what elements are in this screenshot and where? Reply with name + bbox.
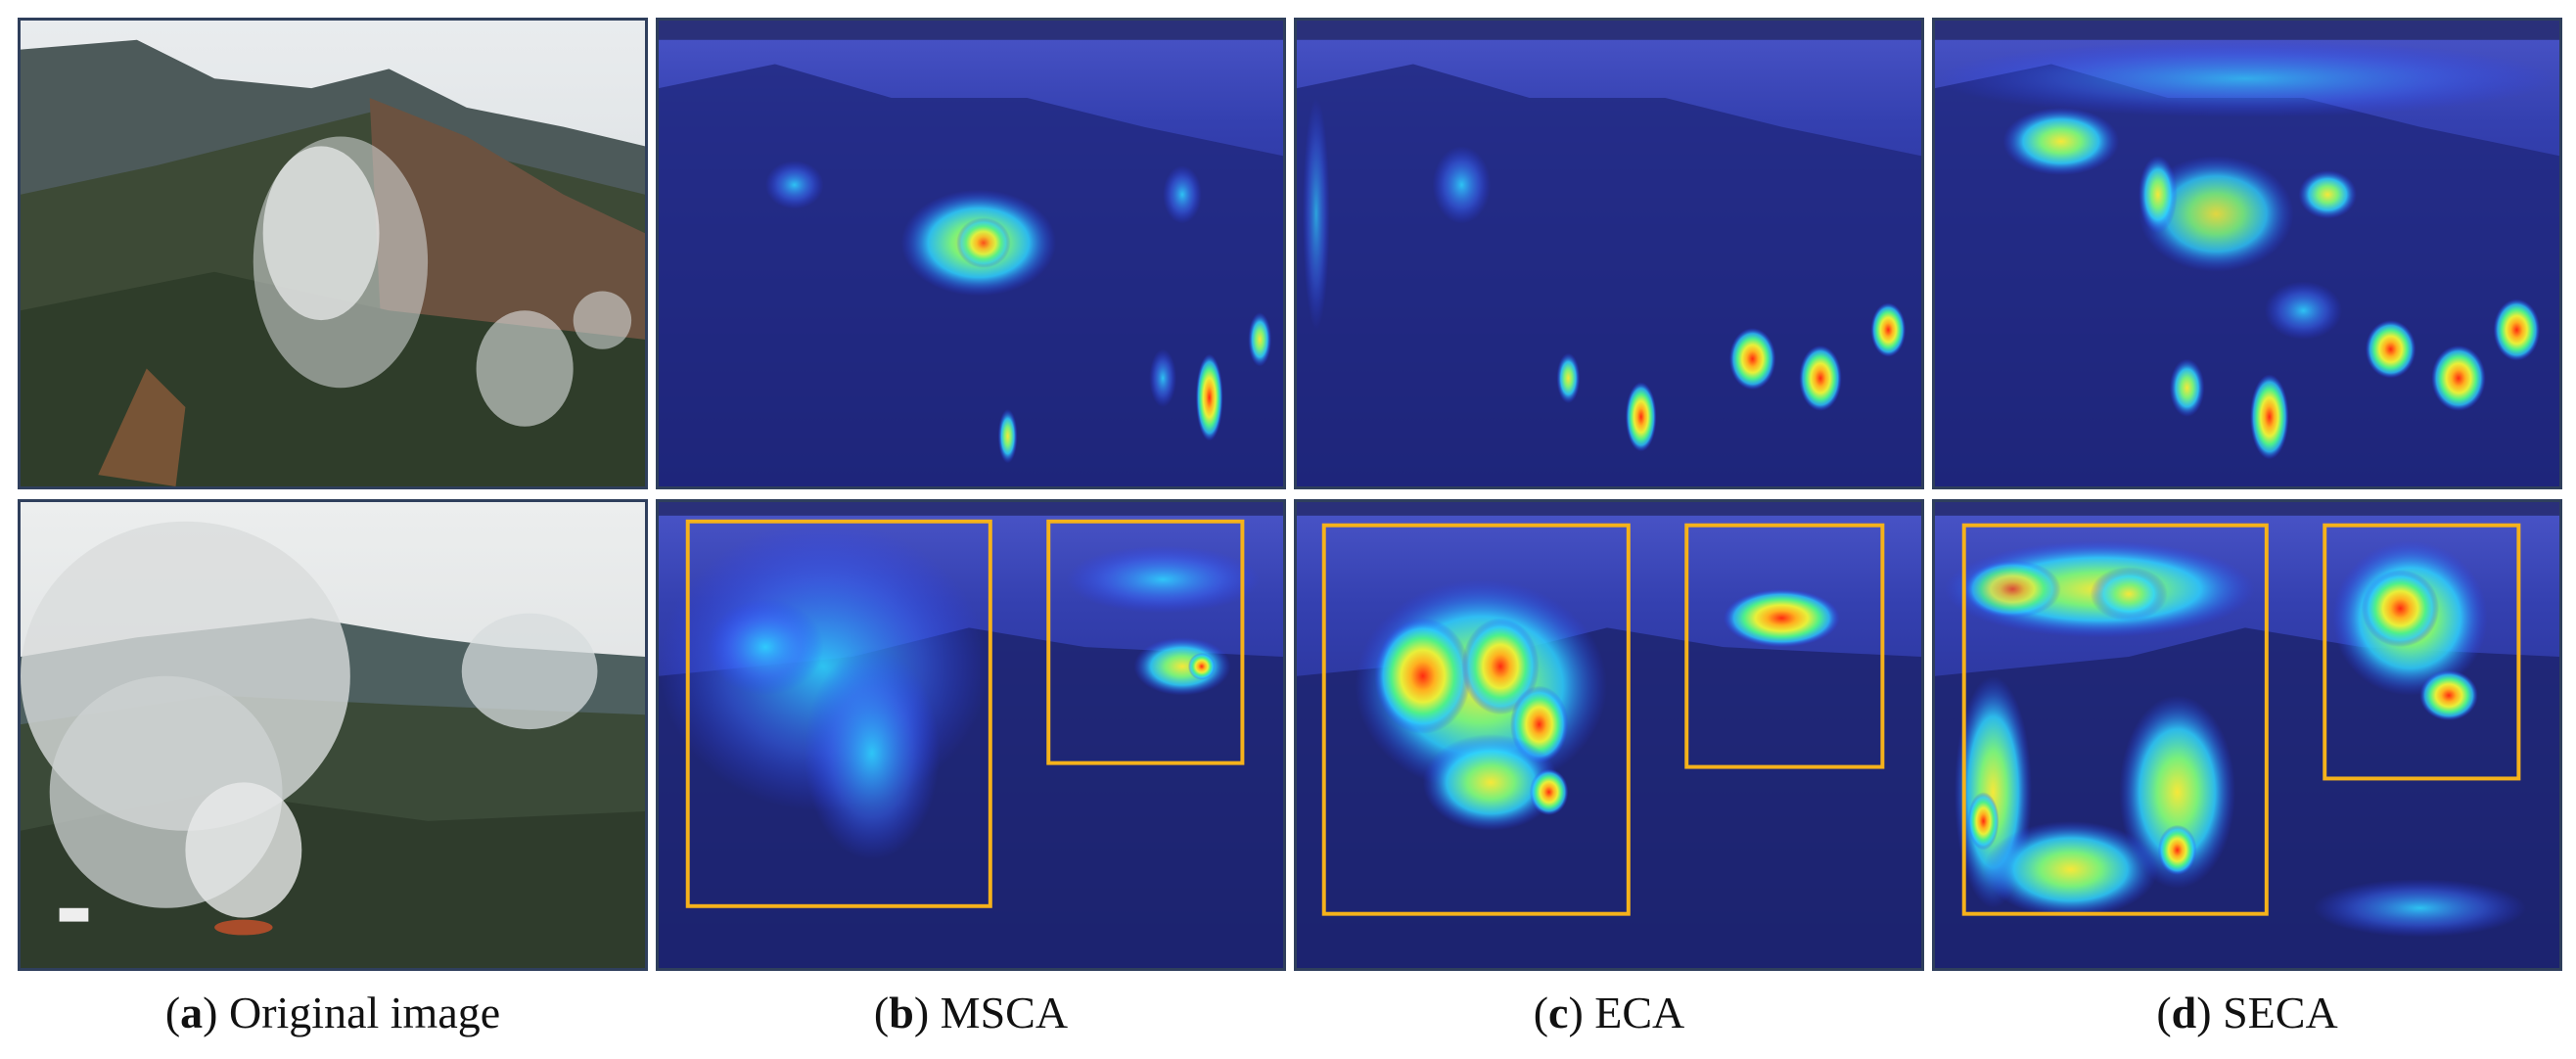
detection-box bbox=[685, 519, 992, 908]
caption-text: ECA bbox=[1594, 988, 1685, 1037]
detection-box bbox=[1684, 523, 1885, 769]
caption-letter: d bbox=[2171, 988, 2197, 1037]
caption-text: MSCA bbox=[940, 988, 1069, 1037]
caption-d: (d) SECA bbox=[2156, 988, 2338, 1037]
heatmap-eca-row2 bbox=[1294, 499, 1924, 971]
caption-text: SECA bbox=[2223, 988, 2338, 1037]
heatmap-msca-row2 bbox=[656, 499, 1286, 971]
detection-box bbox=[1961, 523, 2269, 916]
caption-letter: a bbox=[180, 988, 204, 1037]
caption-text: Original image bbox=[228, 988, 501, 1037]
caption-letter: c bbox=[1548, 988, 1569, 1037]
detection-box bbox=[2323, 523, 2521, 781]
heatmap-eca-row1 bbox=[1294, 18, 1924, 489]
caption-letter: b bbox=[889, 988, 914, 1037]
caption-c: (c) ECA bbox=[1533, 988, 1685, 1037]
detection-box bbox=[1046, 519, 1245, 765]
original-image-row2 bbox=[18, 499, 648, 971]
caption-a: (a) Original image bbox=[164, 988, 501, 1037]
caption-b: (b) MSCA bbox=[873, 988, 1069, 1037]
original-image-row1 bbox=[18, 18, 648, 489]
detection-box bbox=[1321, 523, 1631, 916]
heatmap-seca-row2 bbox=[1932, 499, 2562, 971]
heatmap-seca-row1 bbox=[1932, 18, 2562, 489]
heatmap-msca-row1 bbox=[656, 18, 1286, 489]
